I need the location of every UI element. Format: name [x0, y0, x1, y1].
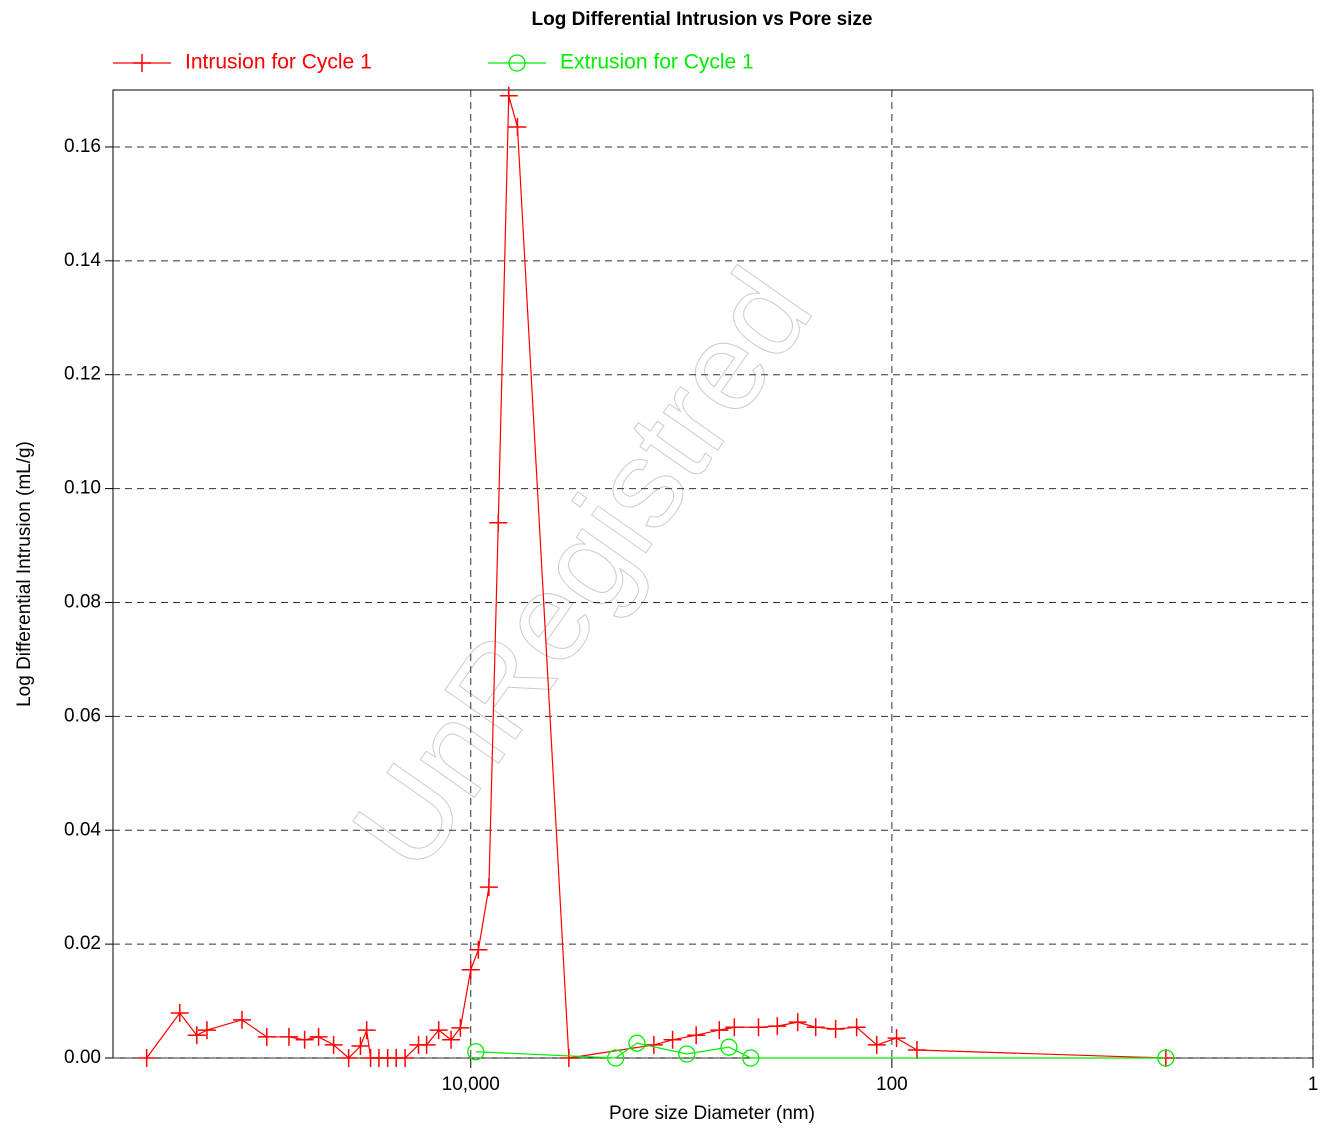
- y-tick-label: 0.16: [64, 136, 101, 157]
- data-point: [806, 1018, 825, 1037]
- y-tick-label: 0.06: [64, 705, 101, 726]
- data-point: [137, 1049, 156, 1067]
- data-point: [279, 1027, 298, 1046]
- data-point: [628, 1034, 646, 1052]
- data-point: [489, 513, 508, 532]
- y-tick-label: 0.14: [64, 250, 101, 271]
- data-point: [559, 1049, 578, 1067]
- data-point: [1157, 1049, 1175, 1067]
- data-point: [469, 940, 488, 959]
- y-tick-label: 0.10: [64, 478, 101, 499]
- data-point: [442, 1030, 461, 1049]
- data-point: [351, 1037, 370, 1056]
- data-point: [451, 1018, 470, 1037]
- data-point: [187, 1026, 206, 1045]
- y-tick-label: 0.02: [64, 933, 101, 954]
- data-point: [749, 1018, 768, 1037]
- legend-marker: [508, 54, 526, 72]
- data-point: [357, 1021, 376, 1040]
- data-point: [867, 1035, 886, 1054]
- chart-title: Log Differential Intrusion vs Pore size: [531, 9, 872, 30]
- data-point: [607, 1049, 625, 1067]
- y-tick-label: 0.12: [64, 364, 101, 385]
- data-point: [170, 1004, 189, 1023]
- data-point: [467, 1043, 485, 1061]
- data-point: [887, 1029, 906, 1048]
- data-point: [678, 1045, 696, 1063]
- data-point: [324, 1035, 343, 1054]
- data-point: [197, 1021, 216, 1040]
- data-point: [429, 1021, 448, 1040]
- data-point: [663, 1030, 682, 1049]
- watermark: UnRegistred: [326, 245, 838, 894]
- data-point: [396, 1049, 415, 1067]
- data-point: [720, 1038, 738, 1056]
- data-point: [768, 1017, 787, 1036]
- data-point: [499, 86, 518, 105]
- legend-marker: [133, 54, 151, 72]
- data-point: [257, 1027, 276, 1046]
- data-point: [742, 1049, 760, 1067]
- data-point: [295, 1030, 314, 1049]
- data-point: [339, 1049, 358, 1067]
- data-point: [847, 1018, 866, 1037]
- x-axis-label: Pore size Diameter (nm): [609, 1103, 815, 1124]
- data-point: [232, 1010, 251, 1029]
- data-point: [309, 1027, 328, 1046]
- data-point: [907, 1041, 926, 1060]
- data-point: [644, 1035, 663, 1054]
- y-tick-label: 0.08: [64, 591, 101, 612]
- x-tick-label: 100: [876, 1074, 908, 1095]
- data-point: [479, 878, 498, 897]
- data-point: [725, 1018, 744, 1037]
- data-point: [687, 1026, 706, 1045]
- data-point: [508, 118, 527, 137]
- data-point: [417, 1035, 436, 1054]
- y-axis-label: Log Differential Intrusion (mL/g): [14, 441, 35, 707]
- data-point: [788, 1013, 807, 1032]
- series-line: [475, 1042, 1166, 1059]
- data-point: [710, 1021, 729, 1040]
- x-tick-label: 1: [1308, 1074, 1319, 1095]
- x-tick-label: 10,000: [442, 1074, 500, 1095]
- plot-area: [112, 89, 1314, 1059]
- y-tick-label: 0.04: [64, 819, 101, 840]
- legend-label: Intrusion for Cycle 1: [185, 51, 372, 74]
- data-point: [461, 960, 480, 979]
- data-point: [826, 1019, 845, 1038]
- legend-label: Extrusion for Cycle 1: [560, 51, 754, 74]
- y-tick-label: 0.00: [64, 1047, 101, 1068]
